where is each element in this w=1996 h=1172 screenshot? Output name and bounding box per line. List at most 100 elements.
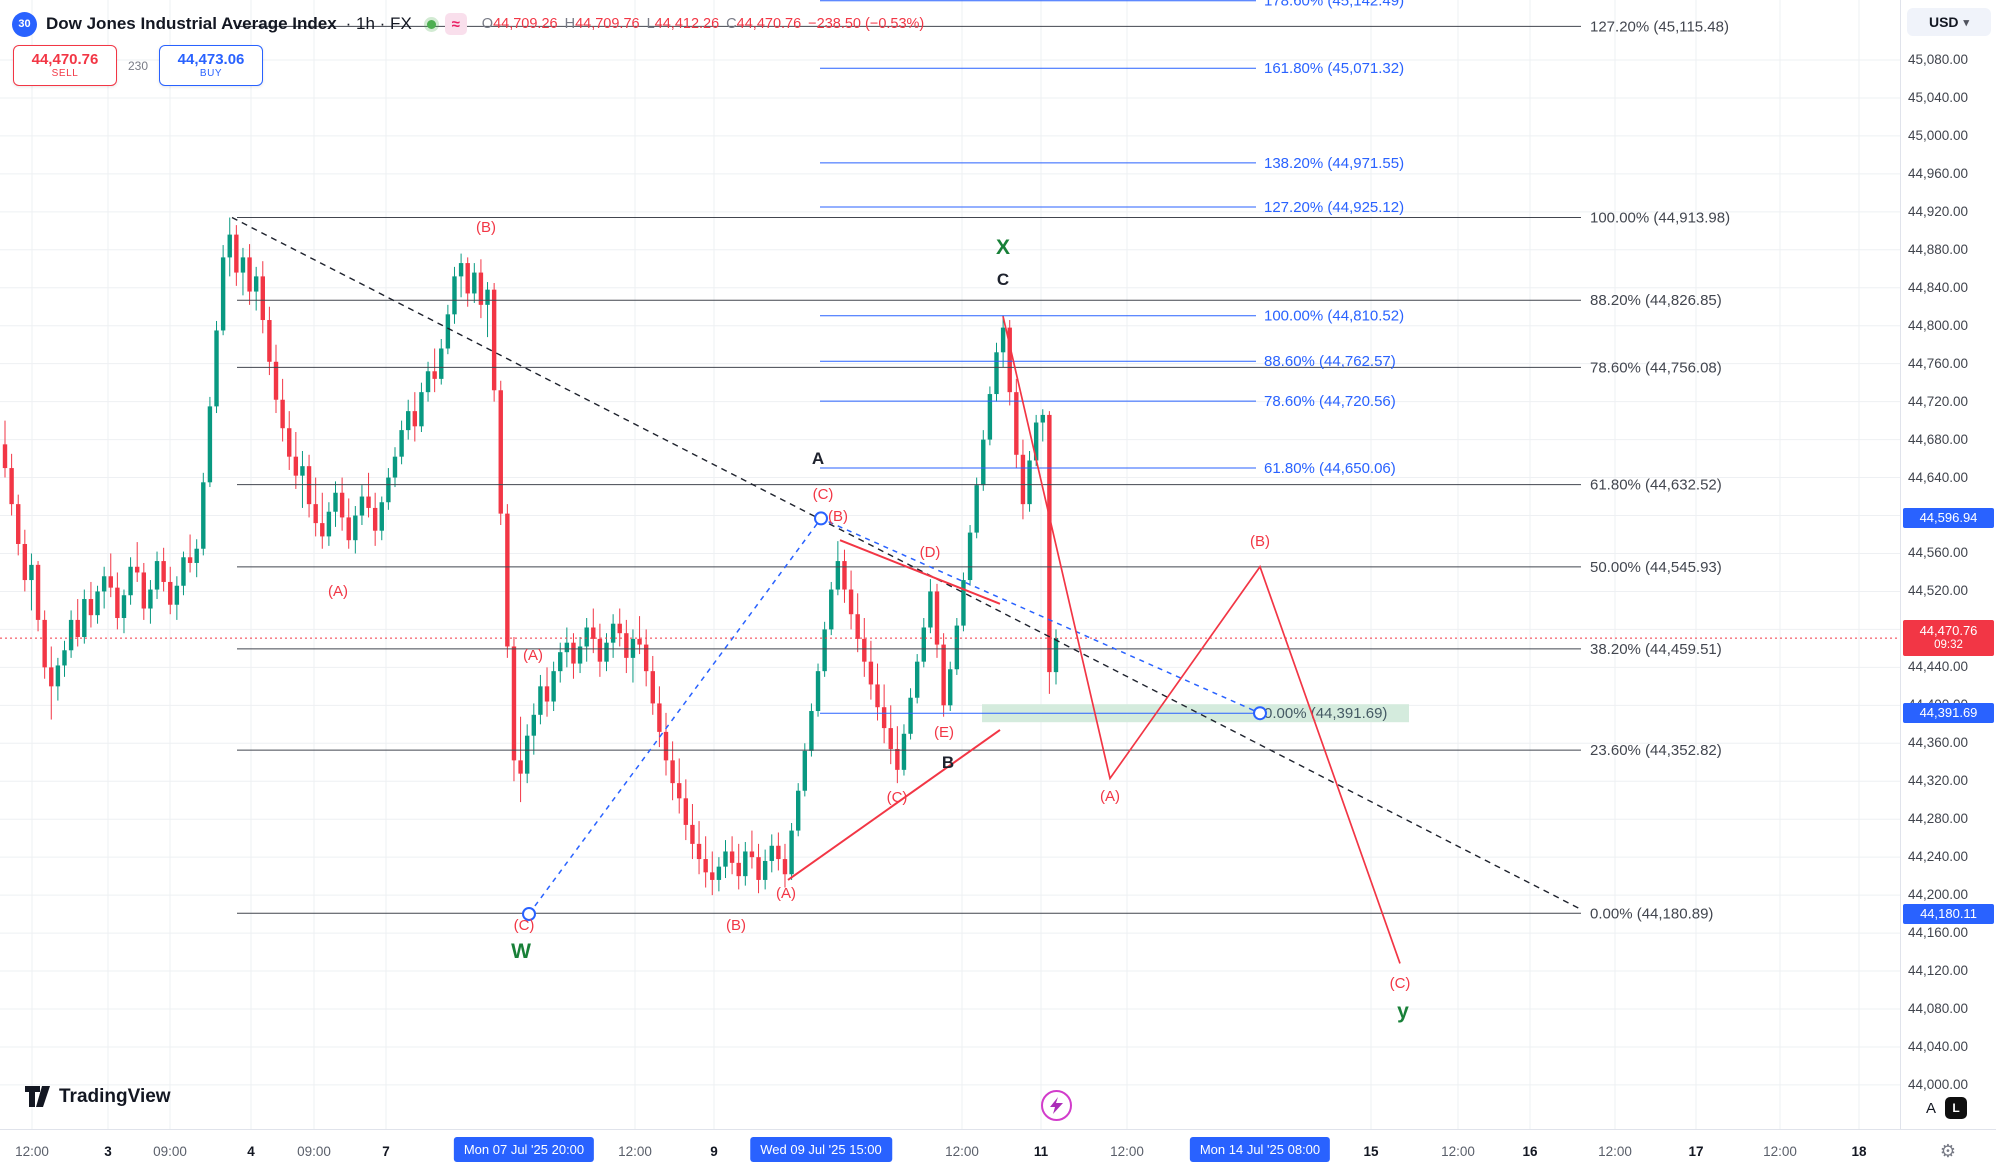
wave-label: C	[997, 270, 1009, 289]
wave-label: (A)	[776, 885, 796, 902]
fib-level-label: 100.00% (44,810.52)	[1264, 308, 1404, 325]
price-axis-label: 44,440.00	[1908, 659, 1969, 675]
price-axis-label: 44,120.00	[1908, 963, 1969, 979]
buy-label: BUY	[199, 68, 223, 79]
wave-label: y	[1397, 1000, 1409, 1023]
price-axis-label: 44,920.00	[1908, 203, 1969, 219]
drawing-anchor-point[interactable]	[522, 906, 536, 921]
fib-level-label: 138.20% (44,971.55)	[1264, 155, 1404, 172]
wave-label: A	[812, 449, 824, 468]
currency-dropdown[interactable]: USD ▾	[1907, 8, 1991, 36]
symbol-header: 30 Dow Jones Industrial Average Index · …	[12, 10, 924, 38]
time-axis-label: 16	[1522, 1144, 1538, 1159]
price-axis-label: 45,000.00	[1908, 127, 1969, 143]
zigzag-pattern	[522, 511, 1267, 921]
ohlc-row: O44,709.26 H44,709.76 L44,412.26 C44,470…	[482, 16, 924, 32]
a-button[interactable]: A	[1926, 1099, 1937, 1117]
fib-level-label: 100.00% (44,913.98)	[1590, 210, 1730, 227]
high-label: H	[564, 16, 576, 32]
wave-label: (B)	[726, 917, 746, 934]
chevron-down-icon: ▾	[1963, 16, 1970, 29]
price-axis-label: 44,560.00	[1908, 545, 1969, 561]
drawing-anchor-point[interactable]	[1253, 706, 1267, 721]
wave-label: (C)	[1390, 975, 1411, 992]
wave-label: (B)	[1250, 533, 1270, 550]
wave-label: (C)	[887, 789, 908, 806]
projection-path	[1002, 316, 1401, 964]
price-tag: 44,470.76 09:32	[1903, 620, 1994, 657]
wave-label: (D)	[920, 544, 941, 561]
wave-label: (C)	[813, 486, 834, 503]
candlestick-series	[2, 217, 1059, 896]
close-label: C	[726, 16, 737, 32]
fib-level-label: 127.20% (45,115.48)	[1590, 18, 1729, 35]
fib-level-label: 0.00% (44,180.89)	[1590, 905, 1713, 922]
price-axis-label: 44,720.00	[1908, 393, 1969, 409]
gear-icon[interactable]: ⚙	[1939, 1140, 1957, 1161]
chart-canvas[interactable]: 127.20% (45,115.48) 100.00% (44,913.98) 88…	[0, 0, 1900, 1129]
symbol-logo: 30	[12, 11, 37, 37]
time-axis-label: 7	[382, 1144, 390, 1159]
price-tag: 44,596.94	[1903, 508, 1994, 529]
change-value: −238.50 (−0.53%)	[808, 16, 925, 32]
price-tag: 44,391.69	[1903, 703, 1994, 724]
currency-value: USD	[1928, 14, 1959, 30]
l-button[interactable]: L	[1945, 1097, 1968, 1119]
close-value: 44,470.76	[736, 16, 802, 32]
price-axis-label: 44,840.00	[1908, 279, 1969, 295]
price-axis-label: 44,240.00	[1908, 849, 1969, 865]
lightning-icon	[1050, 1097, 1063, 1114]
price-axis-label: 44,360.00	[1908, 735, 1969, 751]
sell-button[interactable]: 44,470.76 SELL	[13, 45, 117, 86]
tradingview-logo[interactable]: TradingView	[24, 1085, 171, 1108]
symbol-title[interactable]: Dow Jones Industrial Average Index	[46, 14, 337, 33]
time-axis-label: 12:00	[1110, 1144, 1144, 1159]
price-axis-label: 44,680.00	[1908, 431, 1969, 447]
chart-svg: 127.20% (45,115.48) 100.00% (44,913.98) 88…	[0, 0, 1900, 1129]
time-axis-label: 17	[1688, 1144, 1704, 1159]
triangle-pattern	[787, 539, 1001, 881]
drawing-anchor-point[interactable]	[814, 511, 828, 526]
price-axis-label: 44,040.00	[1908, 1038, 1969, 1054]
price-axis-label: 44,520.00	[1908, 583, 1969, 599]
fib-level-label: 61.80% (44,650.06)	[1264, 460, 1396, 477]
time-axis-label: 9	[710, 1144, 718, 1159]
price-axis-label: 44,000.00	[1908, 1076, 1969, 1092]
time-axis-label: 12:00	[1441, 1144, 1475, 1159]
fib-retracement-blue: 178.60% (45,142.49) 161.80% (45,071.32) 13…	[820, 0, 1409, 723]
lightning-button[interactable]	[1041, 1090, 1072, 1121]
delayed-data-icon[interactable]: ≈	[444, 13, 467, 35]
price-axis-label: 44,320.00	[1908, 773, 1969, 789]
open-value: 44,709.26	[493, 16, 558, 32]
buy-button[interactable]: 44,473.06 BUY	[159, 45, 264, 86]
time-anchor-label: Mon 14 Jul '25 08:00	[1189, 1137, 1331, 1162]
wave-label: (C)	[514, 917, 535, 934]
time-axis-label: 3	[104, 1144, 112, 1159]
time-axis-label: 12:00	[1598, 1144, 1632, 1159]
wave-label: (B)	[476, 219, 496, 236]
fib-level-label: 178.60% (45,142.49)	[1264, 0, 1404, 10]
fib-level-label: 161.80% (45,071.32)	[1264, 60, 1404, 77]
price-axis[interactable]: USD ▾ 45,080.00 45,040.00 45,000.00 44,960.…	[1900, 0, 1996, 1129]
time-axis-label: 15	[1363, 1144, 1379, 1159]
price-tag: 44,180.11	[1903, 903, 1994, 924]
time-axis-label: 12:00	[1763, 1144, 1797, 1159]
time-axis-label: 4	[247, 1144, 255, 1159]
time-axis-label: 18	[1851, 1144, 1867, 1159]
time-axis[interactable]: 12:00 3 09:00 4 09:00 7 Mon 07 Jul '25 20:00 12…	[0, 1129, 1900, 1172]
low-value: 44,412.26	[654, 16, 720, 32]
price-axis-label: 44,280.00	[1908, 811, 1969, 827]
wave-label: X	[996, 236, 1010, 259]
grid	[0, 0, 1900, 1129]
price-axis-label: 45,080.00	[1908, 52, 1969, 67]
low-label: L	[646, 16, 655, 32]
price-axis-label: 44,760.00	[1908, 355, 1969, 371]
price-axis-label: 44,880.00	[1908, 241, 1969, 257]
fib-level-label: 38.20% (44,459.51)	[1590, 641, 1722, 658]
sell-price: 44,470.76	[31, 51, 99, 68]
symbol-interval[interactable]: · 1h · FX	[345, 14, 412, 33]
trade-panel: 44,470.76 SELL 230 44,473.06 BUY	[13, 45, 264, 86]
time-axis-label: 12:00	[15, 1144, 49, 1159]
time-axis-label: 11	[1033, 1144, 1049, 1159]
